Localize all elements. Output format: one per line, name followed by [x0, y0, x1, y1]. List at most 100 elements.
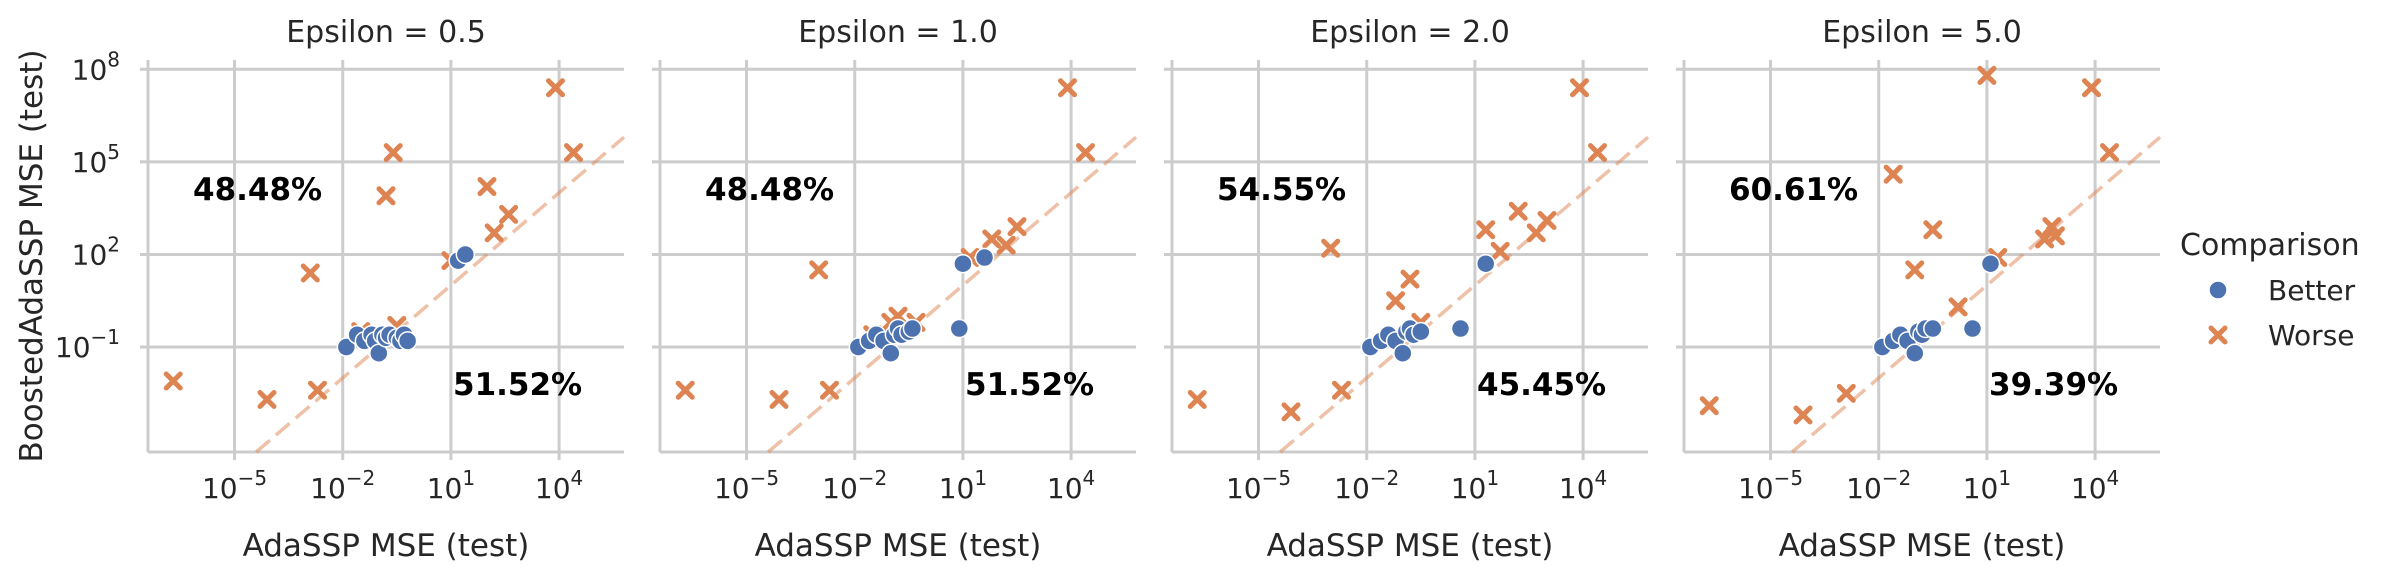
y-tick-label: 102: [72, 232, 120, 271]
y-tick-label: 108: [72, 47, 120, 86]
worse-point: [1331, 380, 1351, 400]
worse-point: [982, 229, 1002, 249]
worse-point: [996, 235, 1016, 255]
x-tick-label: 104: [535, 466, 583, 505]
worse-point: [1281, 402, 1301, 422]
better-percentage: 39.39%: [1989, 367, 2118, 403]
x-tick-label: 101: [939, 466, 987, 505]
worse-percentage: 60.61%: [1729, 172, 1858, 208]
panel-3: 10−5 10−2 101 104 54.55% 45.45% Epsilon = 2.0 A…: [1164, 15, 1650, 564]
worse-point: [1007, 217, 1027, 237]
panel-1: 10−5 10−2 101 104 10−1 102 105 108 48.48% 51.52% E…: [55, 15, 626, 564]
worse-point: [383, 143, 403, 163]
y-axis-label: BoostedAdaSSP MSE (test): [14, 49, 50, 462]
x-axis-label: AdaSSP MSE (test): [243, 528, 530, 564]
better-point: [1450, 318, 1471, 339]
x-tick-label: 101: [427, 466, 475, 505]
identity-line: [1279, 135, 1650, 454]
x-tick-label: 10−5: [202, 466, 267, 505]
worse-percentage: 54.55%: [1217, 172, 1346, 208]
better-point: [949, 318, 970, 339]
legend-better-marker: [2208, 280, 2228, 300]
worse-point: [1508, 201, 1528, 221]
worse-percentage: 48.48%: [193, 172, 322, 208]
x-tick-label: 10−5: [714, 466, 779, 505]
worse-point: [809, 260, 829, 280]
worse-point: [1569, 78, 1589, 98]
better-point: [1411, 321, 1431, 342]
identity-line: [255, 135, 626, 454]
worse-point: [1905, 260, 1925, 280]
x-tick-label: 10−2: [310, 466, 375, 505]
better-point: [455, 244, 476, 265]
worse-point: [545, 78, 565, 98]
legend-worse-label: Worse: [2268, 319, 2355, 352]
legend-title: Comparison: [2180, 228, 2360, 263]
worse-point: [257, 390, 277, 410]
better-point: [336, 337, 357, 357]
x-tick-label: 104: [1559, 466, 1607, 505]
better-point: [1393, 343, 1413, 363]
better-point: [953, 253, 973, 274]
worse-point: [675, 380, 695, 400]
y-tick-label: 105: [72, 140, 120, 179]
panel-2: 10−5 10−2 101 104 48.48% 51.52% Epsilon = 1.0 A…: [652, 15, 1138, 564]
worse-point: [2045, 226, 2065, 246]
worse-point: [1321, 238, 1341, 258]
worse-point: [376, 186, 396, 206]
worse-point: [1537, 211, 1557, 231]
worse-point: [819, 380, 839, 400]
y-tick-label: 10−1: [55, 325, 120, 364]
worse-percentage: 48.48%: [705, 172, 834, 208]
x-tick-label: 10−2: [1846, 466, 1911, 505]
worse-point: [1588, 143, 1608, 163]
worse-point: [769, 390, 789, 410]
better-point: [881, 343, 901, 363]
worse-point: [1057, 78, 1077, 98]
worse-point: [1187, 390, 1207, 410]
worse-point: [1476, 220, 1496, 240]
panel-title: Epsilon = 0.5: [286, 15, 486, 50]
worse-point: [477, 177, 497, 197]
x-tick-label: 101: [1963, 466, 2011, 505]
worse-point: [1699, 396, 1719, 416]
worse-point: [1948, 297, 1968, 317]
better-point: [974, 247, 995, 268]
worse-point: [1883, 164, 1903, 184]
x-tick-label: 104: [1047, 466, 1095, 505]
identity-line: [767, 135, 1138, 454]
legend-better-label: Better: [2268, 274, 2356, 307]
x-tick-label: 104: [2071, 466, 2119, 505]
worse-point: [499, 204, 519, 224]
worse-point: [1923, 220, 1943, 240]
better-point: [1980, 253, 2001, 274]
legend: Comparison Better Worse: [2180, 228, 2360, 352]
worse-point: [2081, 78, 2101, 98]
panel-title: Epsilon = 2.0: [1310, 15, 1510, 50]
worse-point: [1400, 269, 1420, 289]
better-point: [902, 318, 923, 339]
x-tick-label: 10−2: [1334, 466, 1399, 505]
x-tick-label: 10−5: [1738, 466, 1803, 505]
panel-title: Epsilon = 5.0: [1822, 15, 2022, 50]
worse-point: [1076, 143, 1096, 163]
x-tick-label: 101: [1451, 466, 1499, 505]
worse-point: [1793, 405, 1813, 425]
x-tick-label: 10−5: [1226, 466, 1291, 505]
worse-point: [1490, 241, 1510, 261]
x-axis-label: AdaSSP MSE (test): [1267, 528, 1554, 564]
worse-point: [300, 263, 320, 283]
worse-point: [307, 380, 327, 400]
worse-point: [2100, 143, 2120, 163]
better-point: [1905, 343, 1925, 363]
panel-4: 10−5 10−2 101 104 60.61% 39.39% Epsilon = 5.0 A…: [1676, 15, 2162, 564]
better-point: [1962, 318, 1983, 339]
x-tick-label: 10−2: [822, 466, 887, 505]
worse-point: [564, 143, 584, 163]
worse-point: [1977, 65, 1997, 85]
legend-worse-marker: [2208, 325, 2228, 345]
worse-point: [1386, 291, 1406, 311]
worse-point: [1836, 383, 1856, 403]
better-point: [1923, 318, 1943, 339]
